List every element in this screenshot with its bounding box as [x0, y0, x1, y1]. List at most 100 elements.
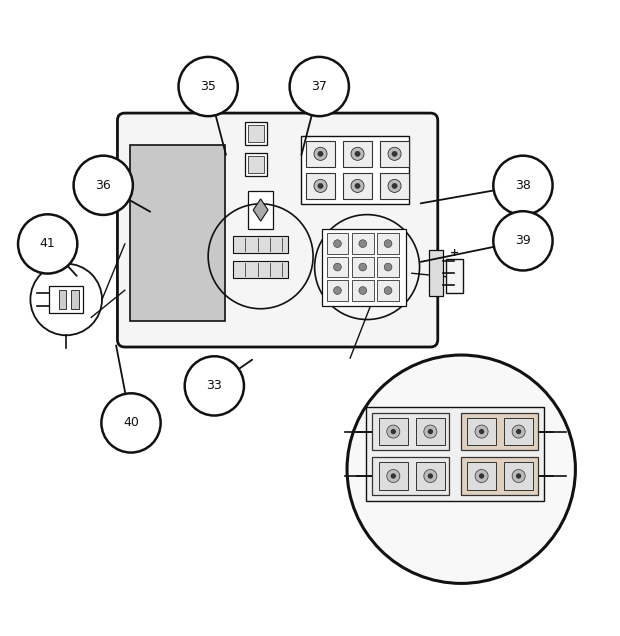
Circle shape: [516, 473, 521, 479]
Circle shape: [392, 151, 397, 156]
Bar: [352, 233, 374, 254]
Bar: [352, 257, 374, 277]
Circle shape: [387, 469, 400, 483]
Bar: [504, 418, 533, 445]
Circle shape: [102, 393, 161, 453]
Circle shape: [74, 156, 133, 215]
Bar: [245, 121, 267, 145]
Bar: [467, 418, 497, 445]
Bar: [59, 289, 66, 309]
Bar: [301, 136, 409, 204]
Circle shape: [388, 179, 401, 193]
Circle shape: [314, 148, 327, 160]
Circle shape: [512, 469, 525, 483]
Bar: [373, 457, 450, 495]
Circle shape: [359, 287, 366, 294]
Bar: [248, 191, 273, 228]
Circle shape: [334, 287, 342, 294]
Bar: [461, 413, 538, 450]
Circle shape: [391, 429, 396, 434]
Text: 41: 41: [40, 237, 56, 251]
Text: eReplacementParts.com: eReplacementParts.com: [246, 322, 374, 332]
Bar: [306, 173, 335, 199]
Circle shape: [179, 57, 238, 116]
Bar: [343, 173, 373, 199]
Bar: [352, 280, 374, 301]
Bar: [378, 280, 399, 301]
Bar: [379, 141, 409, 167]
Bar: [343, 141, 373, 167]
Bar: [248, 125, 264, 142]
Bar: [429, 250, 443, 296]
Text: 38: 38: [515, 179, 531, 192]
Text: +: +: [450, 248, 459, 258]
Text: 36: 36: [95, 179, 111, 192]
Bar: [233, 236, 288, 253]
Text: 39: 39: [515, 234, 531, 247]
Circle shape: [479, 429, 484, 434]
Circle shape: [334, 263, 342, 271]
Circle shape: [318, 183, 323, 189]
Circle shape: [479, 473, 484, 479]
Circle shape: [494, 211, 552, 270]
Circle shape: [334, 240, 342, 247]
Circle shape: [314, 179, 327, 193]
Bar: [130, 145, 226, 321]
Bar: [379, 418, 408, 445]
Text: 33: 33: [206, 380, 222, 392]
Circle shape: [475, 469, 488, 483]
Circle shape: [290, 57, 349, 116]
Circle shape: [351, 179, 364, 193]
Bar: [378, 233, 399, 254]
Circle shape: [185, 356, 244, 415]
Bar: [446, 259, 463, 293]
Bar: [49, 286, 84, 313]
Bar: [379, 462, 408, 490]
Bar: [415, 418, 445, 445]
Circle shape: [475, 425, 488, 438]
Bar: [322, 228, 405, 306]
Circle shape: [388, 148, 401, 160]
Bar: [379, 173, 409, 199]
Circle shape: [428, 429, 433, 434]
Text: 35: 35: [200, 80, 216, 93]
Bar: [461, 457, 538, 495]
Bar: [327, 257, 348, 277]
Circle shape: [18, 214, 78, 273]
Bar: [366, 407, 544, 501]
Circle shape: [355, 151, 360, 156]
Bar: [71, 289, 79, 309]
Circle shape: [424, 469, 437, 483]
Polygon shape: [253, 199, 268, 221]
Text: 40: 40: [123, 417, 139, 429]
Circle shape: [424, 425, 437, 438]
Circle shape: [347, 355, 575, 583]
Bar: [327, 280, 348, 301]
Circle shape: [351, 148, 364, 160]
Text: 37: 37: [311, 80, 327, 93]
Circle shape: [384, 263, 392, 271]
Bar: [504, 462, 533, 490]
Circle shape: [384, 287, 392, 294]
Circle shape: [318, 151, 323, 156]
Bar: [373, 413, 450, 450]
Bar: [327, 233, 348, 254]
Bar: [467, 462, 497, 490]
Circle shape: [387, 425, 400, 438]
Bar: [248, 156, 264, 173]
Circle shape: [512, 425, 525, 438]
Circle shape: [359, 240, 366, 247]
Bar: [306, 141, 335, 167]
Bar: [233, 261, 288, 278]
Circle shape: [392, 183, 397, 189]
Circle shape: [355, 183, 360, 189]
Circle shape: [391, 473, 396, 479]
Circle shape: [516, 429, 521, 434]
Bar: [415, 462, 445, 490]
FancyBboxPatch shape: [117, 113, 438, 347]
Bar: [378, 257, 399, 277]
Circle shape: [494, 156, 552, 215]
Bar: [245, 153, 267, 176]
Circle shape: [384, 240, 392, 247]
Circle shape: [359, 263, 366, 271]
